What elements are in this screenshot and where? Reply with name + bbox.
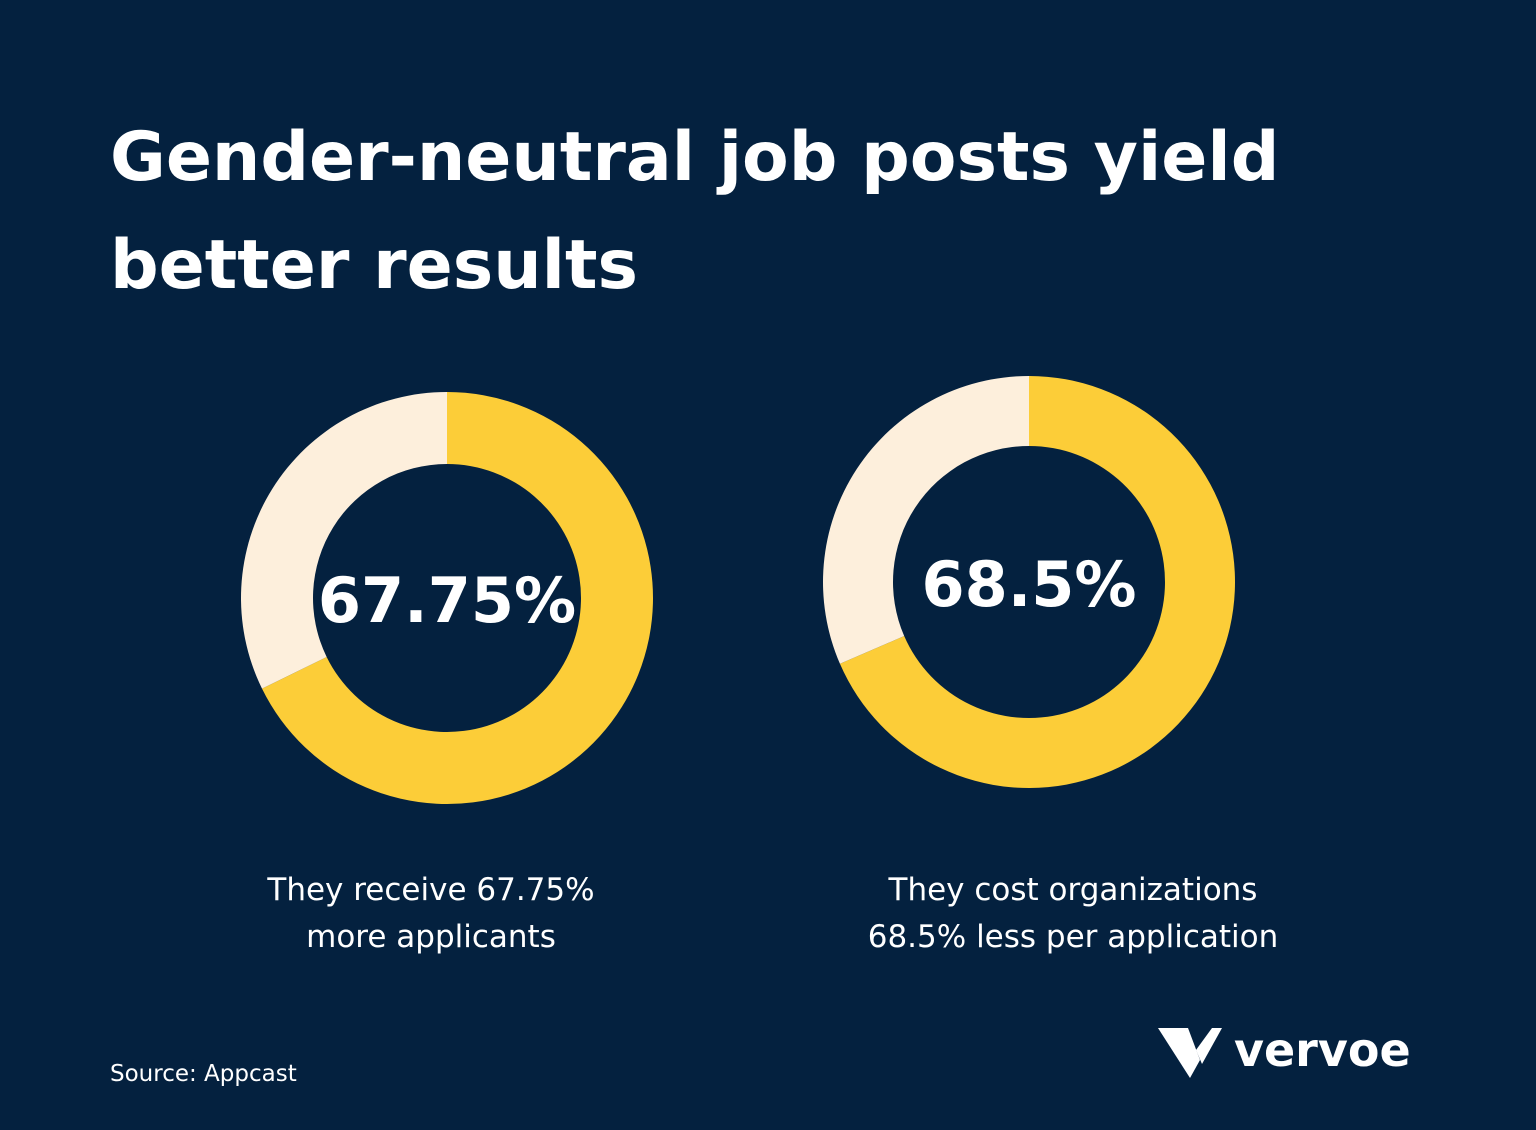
caption: 68.5% less per application — [868, 919, 1279, 955]
title-line: better results — [110, 226, 638, 305]
source: Source: Appcast — [110, 1061, 297, 1087]
caption: They receive 67.75% — [266, 872, 594, 908]
logo-text: vervoe — [1234, 1023, 1411, 1077]
logo: vervoe — [1158, 1023, 1411, 1078]
donut-segment — [241, 392, 447, 689]
logo-mark — [1158, 1028, 1200, 1078]
center-label: 68.5% — [921, 548, 1136, 621]
donut-segment — [262, 392, 653, 804]
donut-segment — [839, 376, 1236, 788]
logo-mark — [1196, 1028, 1222, 1064]
caption: They cost organizations — [888, 872, 1258, 908]
center-label: 67.75% — [318, 564, 576, 637]
caption: more applicants — [306, 919, 556, 955]
donut-segment — [823, 376, 1029, 664]
title-line: Gender-neutral job posts yield — [110, 118, 1279, 197]
